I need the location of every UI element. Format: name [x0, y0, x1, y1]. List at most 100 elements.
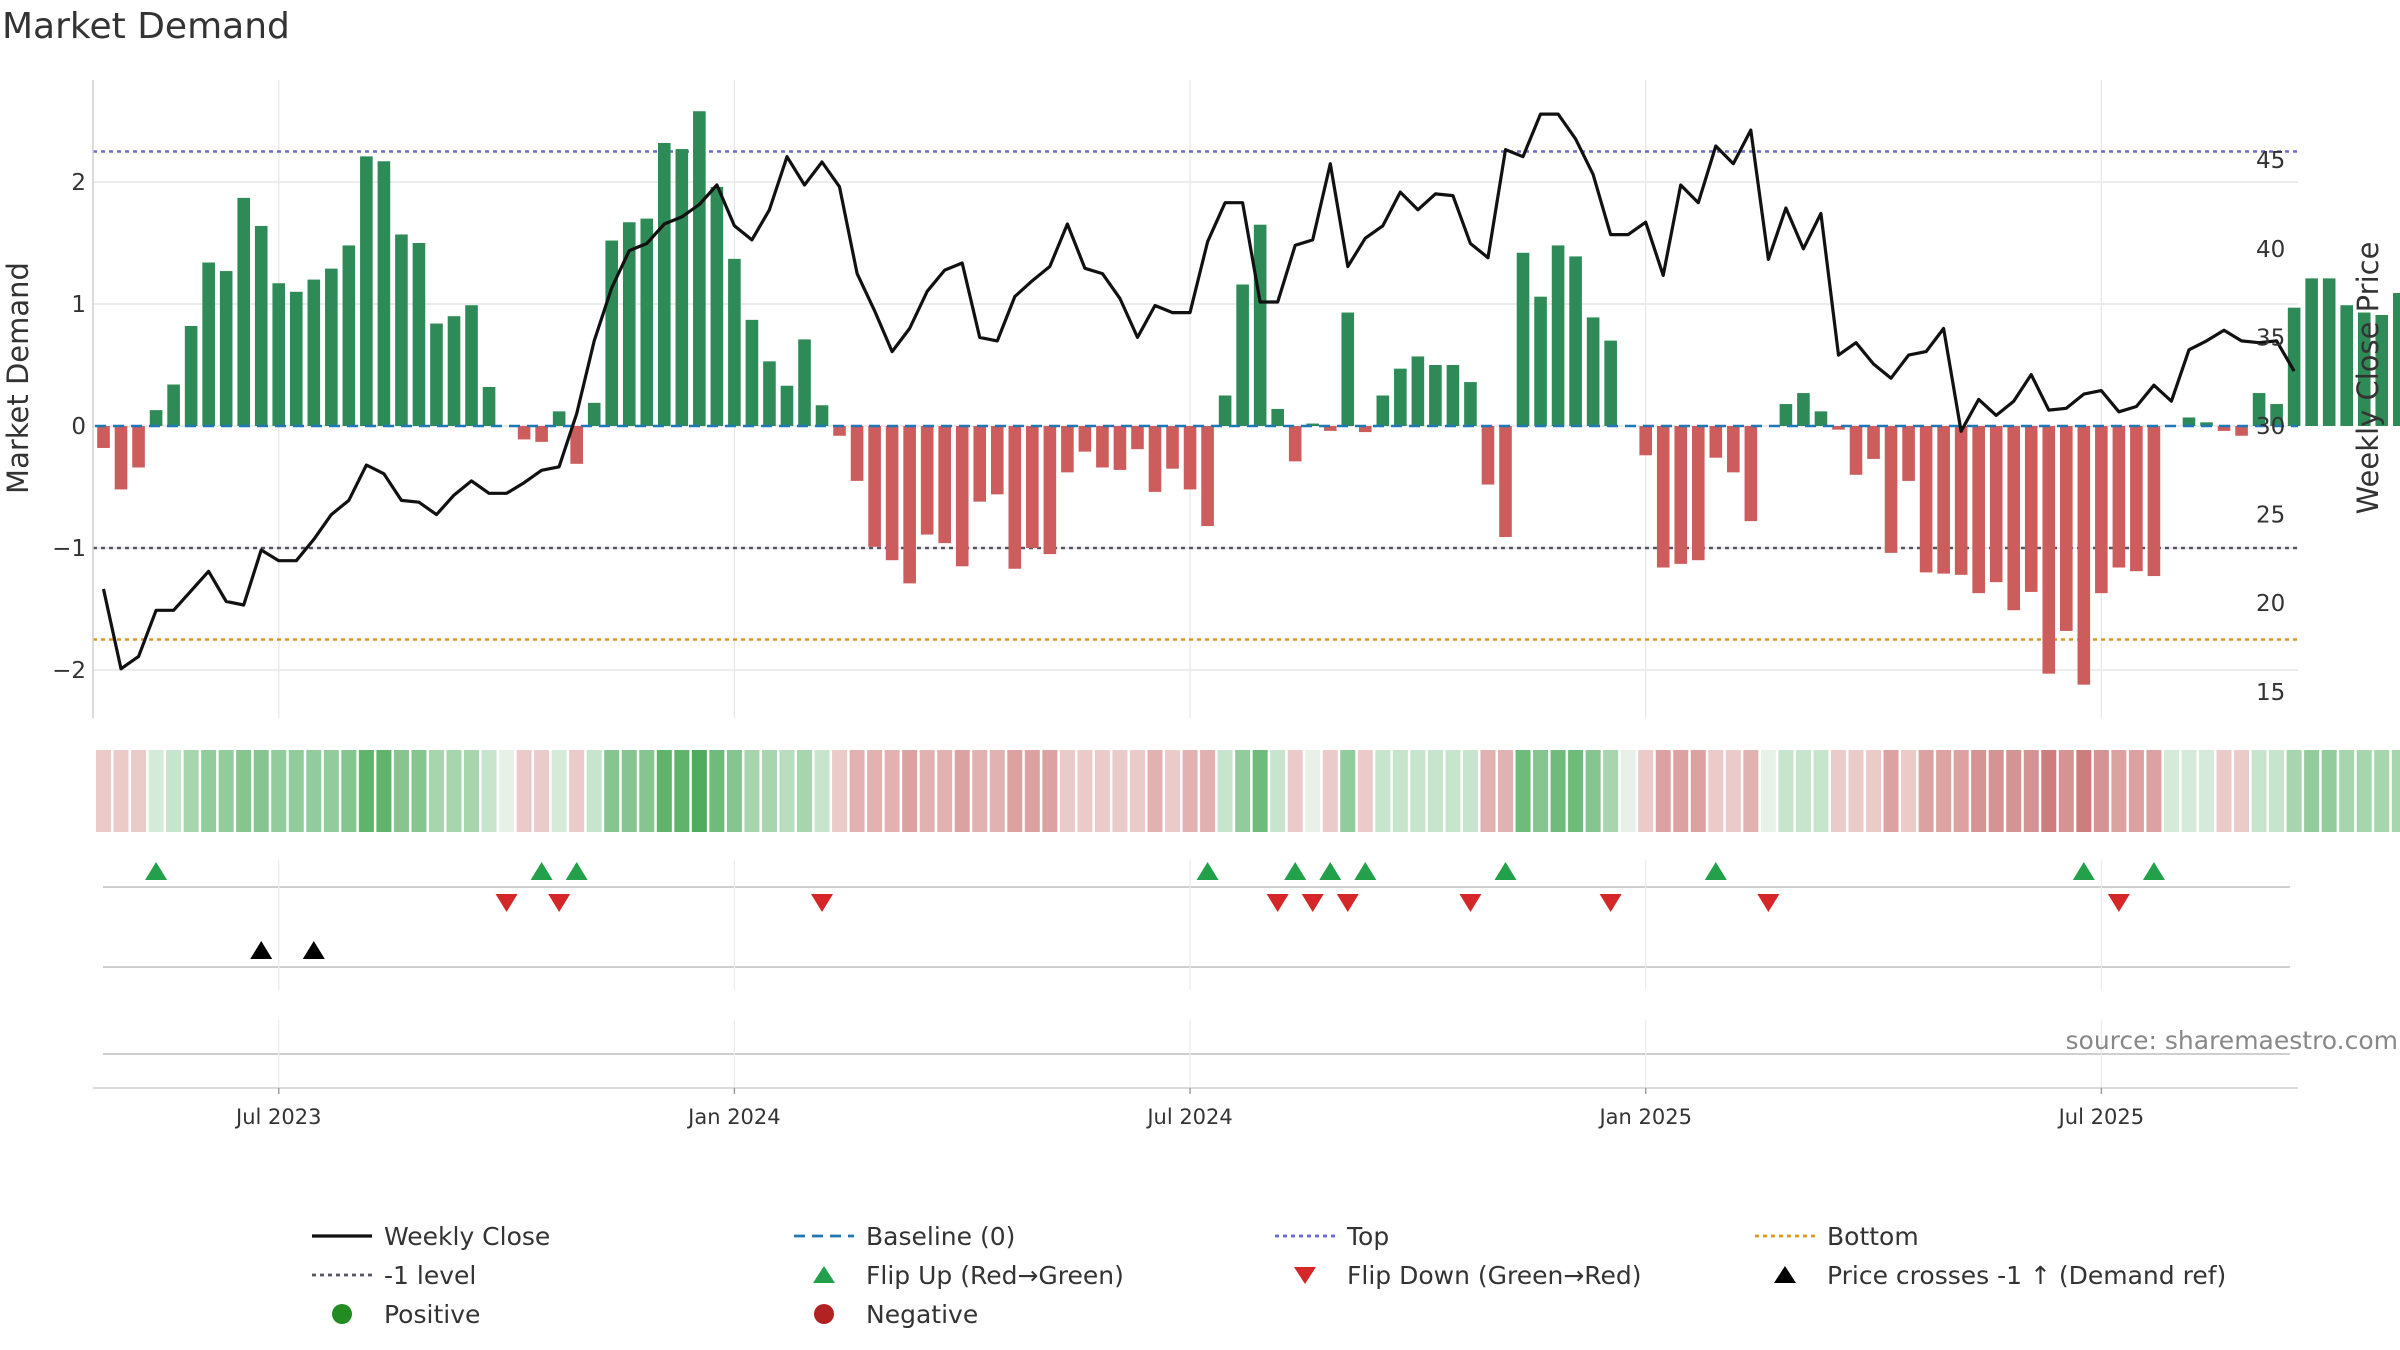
flip-up-marker — [1319, 862, 1342, 880]
demand-bar — [1288, 426, 1302, 462]
demand-bar — [1218, 395, 1232, 426]
band-cell — [1270, 750, 1286, 832]
demand-bar — [693, 111, 706, 427]
flip-up-marker — [1354, 862, 1377, 880]
demand-bar — [1341, 312, 1355, 426]
demand-bar — [1043, 426, 1057, 555]
band-cell — [1550, 750, 1566, 832]
demand-bar — [1008, 426, 1022, 569]
demand-bar — [1691, 426, 1705, 561]
legend-label: Bottom — [1827, 1222, 1919, 1251]
band-cell — [674, 750, 690, 832]
demand-bar — [622, 222, 636, 426]
band-cell — [1988, 750, 2004, 832]
demand-bar — [2217, 426, 2231, 431]
right-tick-label: 30 — [2256, 414, 2285, 440]
band-cell — [2181, 750, 2197, 832]
demand-bar — [1709, 426, 1723, 458]
demand-bar — [1323, 426, 1337, 431]
demand-bar — [1464, 382, 1477, 426]
demand-bar — [1131, 426, 1144, 450]
band-cell — [306, 750, 322, 832]
band-cell — [446, 750, 462, 832]
legend-label: Baseline (0) — [866, 1222, 1015, 1251]
band-cell — [1708, 750, 1724, 832]
legend-label: Top — [1346, 1222, 1389, 1251]
demand-bar — [798, 339, 811, 426]
demand-heat-band — [96, 750, 2400, 832]
demand-bar — [780, 385, 794, 426]
band-cell — [726, 750, 742, 832]
band-cell — [2093, 750, 2109, 832]
band-cell — [271, 750, 287, 832]
demand-bar — [1096, 426, 1109, 468]
demand-bar — [605, 240, 619, 426]
demand-bar — [868, 426, 881, 547]
demand-bar — [570, 426, 583, 464]
band-cell — [1936, 750, 1952, 832]
legend-swatch-cross — [1774, 1266, 1796, 1283]
band-cell — [2163, 750, 2179, 832]
demand-bar — [815, 405, 829, 426]
legend: Weekly Close Baseline (0) Top Bottom -1 leve… — [312, 1222, 2226, 1329]
demand-bar — [1832, 426, 1845, 430]
demand-bar — [360, 156, 373, 426]
demand-bar — [1849, 426, 1863, 475]
band-cell — [2374, 750, 2390, 832]
source-credit: source: sharemaestro.com — [2066, 1026, 2399, 1055]
demand-bar — [1534, 296, 1547, 426]
band-cell — [1287, 750, 1303, 832]
band-cell — [551, 750, 567, 832]
band-cell — [1918, 750, 1934, 832]
demand-bar — [1078, 426, 1092, 452]
demand-bar — [1481, 426, 1495, 485]
legend-label: Negative — [866, 1300, 978, 1329]
demand-bar — [1989, 426, 2003, 583]
date-axis: Jul 2023 Jan 2024 Jul 2024 Jan 2025 Jul 2025 — [93, 1087, 2298, 1129]
demand-bars — [95, 111, 2400, 685]
demand-bar — [1797, 393, 1810, 426]
band-cell — [639, 750, 655, 832]
flip-up-marker — [1196, 862, 1219, 880]
left-tick-label: −1 — [52, 536, 86, 562]
band-cell — [1901, 750, 1917, 832]
date-tick-label: Jan 2024 — [686, 1105, 781, 1129]
band-cell — [166, 750, 182, 832]
demand-bar — [745, 319, 759, 426]
chart-title: Market Demand — [2, 6, 290, 47]
demand-bar — [2392, 293, 2400, 426]
band-cell — [1200, 750, 1216, 832]
demand-bar — [2287, 307, 2301, 426]
demand-bar — [1394, 368, 1407, 426]
demand-bar — [1937, 426, 1950, 574]
demand-bar — [1306, 423, 1320, 426]
demand-bar — [920, 426, 934, 535]
demand-bar — [377, 161, 391, 426]
flip-down-marker — [811, 894, 834, 912]
demand-bar — [2024, 426, 2038, 592]
flip-up-marker — [530, 862, 553, 880]
demand-bar — [2095, 426, 2108, 594]
band-cell — [604, 750, 620, 832]
band-cell — [1603, 750, 1619, 832]
demand-bar — [2200, 422, 2213, 426]
band-cell — [341, 750, 357, 832]
demand-bar — [1902, 426, 1915, 481]
band-cell — [253, 750, 269, 832]
demand-bar — [640, 218, 654, 426]
left-tick-label: 0 — [71, 414, 86, 440]
demand-bar — [517, 426, 531, 440]
demand-bar — [1884, 426, 1898, 553]
flip-down-marker — [495, 894, 518, 912]
legend-label: Flip Down (Green→Red) — [1347, 1261, 1642, 1290]
band-cell — [849, 750, 865, 832]
band-cell — [1480, 750, 1496, 832]
band-cell — [797, 750, 812, 832]
flip-up-marker — [565, 862, 588, 880]
demand-bar — [1674, 426, 1688, 564]
band-cell — [1725, 750, 1741, 832]
date-tick-label: Jul 2024 — [1145, 1105, 1232, 1129]
legend-swatch-flipdown — [1294, 1267, 1316, 1284]
demand-bar — [132, 426, 145, 468]
